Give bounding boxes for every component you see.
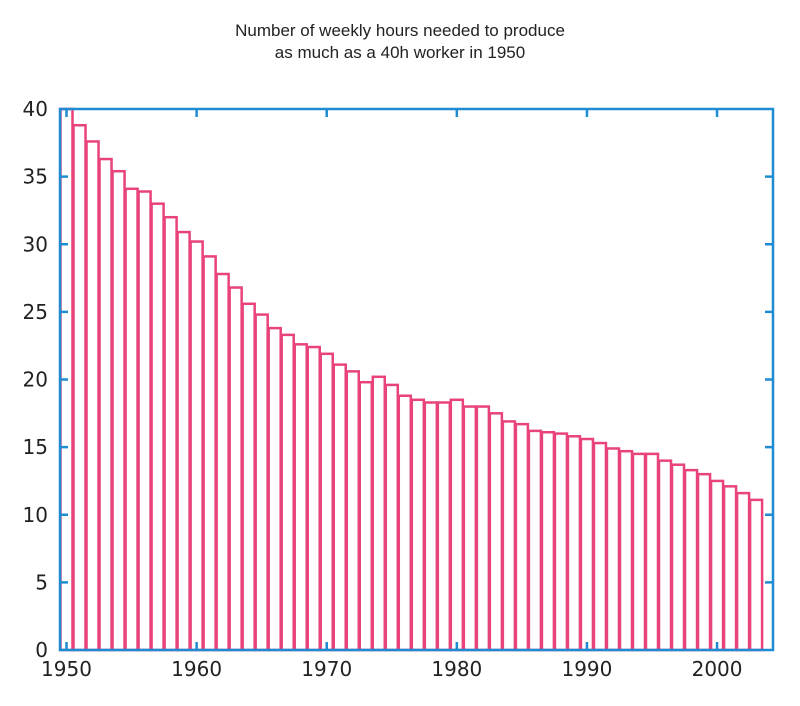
bar-1975 bbox=[384, 383, 400, 652]
bar-1999 bbox=[696, 472, 712, 652]
bar-1957 bbox=[150, 202, 165, 652]
y-tick-label-0: 0 bbox=[35, 638, 48, 662]
bar-2001 bbox=[722, 485, 738, 652]
bar-1954 bbox=[111, 169, 126, 652]
bar-1959 bbox=[176, 230, 191, 652]
bar-1976 bbox=[397, 394, 413, 652]
bar-1974 bbox=[371, 375, 387, 652]
bar-1995 bbox=[644, 452, 660, 652]
bar-1981 bbox=[462, 405, 478, 652]
bar-1956 bbox=[137, 190, 152, 652]
bar-1998 bbox=[683, 468, 699, 652]
bar-1960 bbox=[189, 240, 204, 652]
chart-title-line-1: Number of weekly hours needed to produce bbox=[235, 21, 565, 40]
chart-title: Number of weekly hours needed to produce… bbox=[0, 20, 800, 64]
y-tick-label-15: 15 bbox=[23, 435, 48, 459]
bar-1983 bbox=[488, 412, 504, 652]
y-tick-label-20: 20 bbox=[23, 368, 48, 392]
bar-1966 bbox=[267, 326, 282, 652]
bar-1991 bbox=[592, 441, 608, 652]
y-tick-label-30: 30 bbox=[23, 232, 48, 256]
bar-2000 bbox=[709, 479, 725, 652]
bar-1990 bbox=[579, 437, 595, 652]
bar-1992 bbox=[605, 447, 621, 652]
bar-1958 bbox=[163, 215, 178, 652]
bar-1984 bbox=[501, 420, 517, 652]
bar-1963 bbox=[228, 286, 243, 652]
y-tick-label-35: 35 bbox=[23, 165, 48, 189]
bar-2003 bbox=[748, 498, 764, 652]
bar-1955 bbox=[124, 187, 139, 652]
bar-1977 bbox=[410, 398, 426, 652]
y-tick-label-10: 10 bbox=[23, 503, 48, 527]
bar-1961 bbox=[202, 255, 217, 652]
bar-2002 bbox=[735, 491, 751, 652]
bar-1978 bbox=[423, 401, 439, 652]
bar-1986 bbox=[527, 429, 543, 652]
bar-1952 bbox=[85, 140, 100, 652]
chart-title-line-2: as much as a 40h worker in 1950 bbox=[274, 43, 526, 62]
bar-1972 bbox=[345, 370, 360, 652]
bar-1970 bbox=[319, 352, 334, 652]
bar-1989 bbox=[566, 435, 582, 652]
y-tick-label-5: 5 bbox=[35, 570, 48, 594]
bar-1987 bbox=[540, 431, 556, 652]
bar-1951 bbox=[72, 123, 87, 652]
x-tick-label-1960: 1960 bbox=[171, 657, 222, 681]
bar-1980 bbox=[449, 398, 465, 652]
bar-1979 bbox=[436, 401, 452, 652]
bar-1968 bbox=[293, 343, 308, 652]
bar-1973 bbox=[358, 380, 374, 652]
plot-frame bbox=[58, 107, 775, 652]
x-tick-label-1980: 1980 bbox=[431, 657, 482, 681]
y-tick-label-40: 40 bbox=[23, 97, 48, 121]
x-tick-label-1970: 1970 bbox=[301, 657, 352, 681]
bar-1997 bbox=[670, 463, 686, 652]
bar-1971 bbox=[332, 363, 347, 652]
bar-1964 bbox=[241, 302, 256, 652]
x-tick-label-1950: 1950 bbox=[41, 657, 92, 681]
bar-1953 bbox=[98, 157, 113, 652]
x-tick-label-2000: 2000 bbox=[692, 657, 743, 681]
x-tick-label-1990: 1990 bbox=[561, 657, 612, 681]
bar-1993 bbox=[618, 449, 634, 652]
bar-1982 bbox=[475, 405, 491, 652]
bar-1994 bbox=[631, 452, 647, 652]
bar-1965 bbox=[254, 313, 269, 652]
y-tick-label-25: 25 bbox=[23, 300, 48, 324]
bar-1988 bbox=[553, 432, 569, 652]
bar-1985 bbox=[514, 422, 530, 652]
bar-1962 bbox=[215, 272, 230, 652]
bar-1996 bbox=[657, 459, 673, 652]
bar-1969 bbox=[306, 345, 321, 652]
bar-1967 bbox=[280, 333, 295, 652]
